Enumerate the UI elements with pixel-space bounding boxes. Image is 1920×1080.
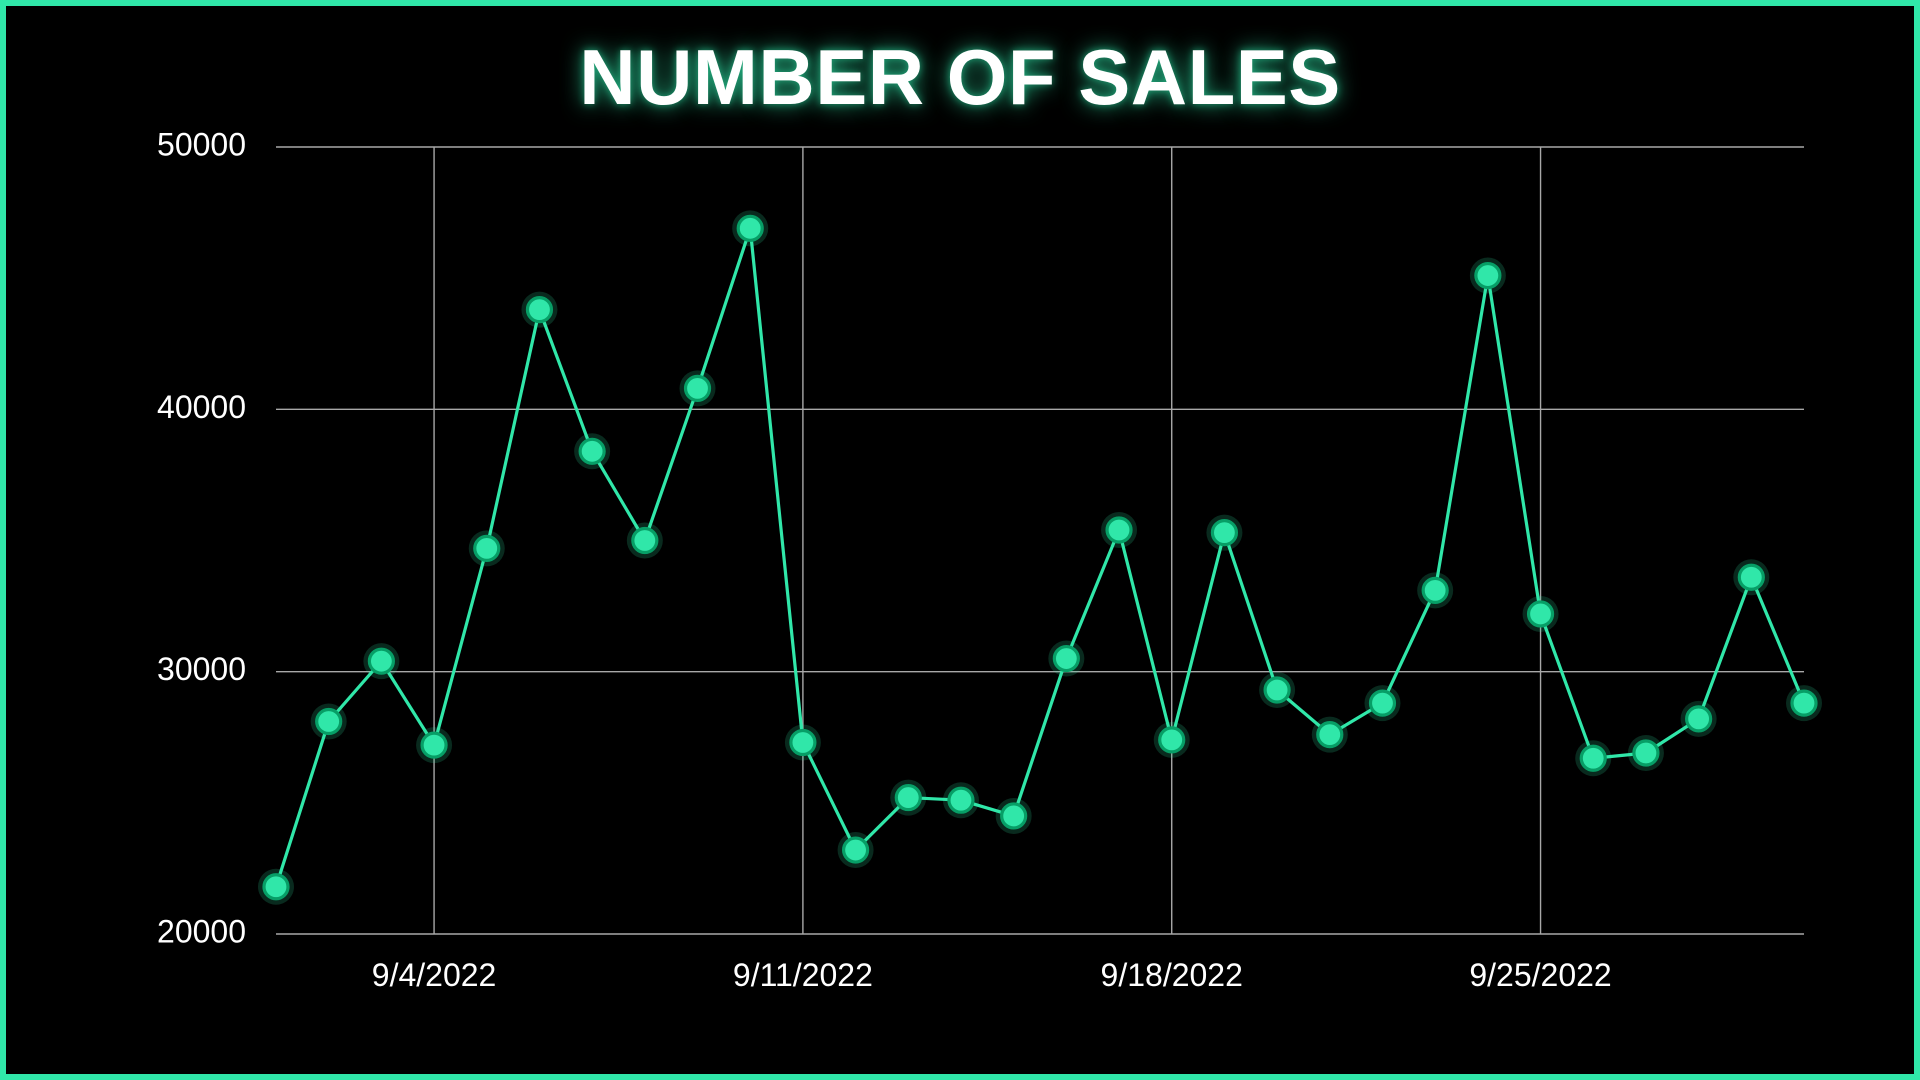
data-point bbox=[791, 730, 815, 754]
chart-frame: NUMBER OF SALES 20000 30000 40000 50000 9/4/… bbox=[0, 0, 1920, 1080]
data-point bbox=[422, 733, 446, 757]
data-point bbox=[1212, 521, 1236, 545]
data-point bbox=[686, 376, 710, 400]
x-axis-label: 9/25/2022 bbox=[1469, 957, 1611, 993]
chart-area: 20000 30000 40000 50000 9/4/2022 9/11/2022 9/1… bbox=[6, 127, 1914, 1074]
data-point bbox=[1370, 691, 1394, 715]
data-point bbox=[527, 298, 551, 322]
data-point bbox=[1318, 723, 1342, 747]
data-point bbox=[1054, 647, 1078, 671]
data-point bbox=[1634, 741, 1658, 765]
data-point bbox=[475, 536, 499, 560]
data-point bbox=[633, 529, 657, 553]
data-point bbox=[580, 439, 604, 463]
data-point bbox=[317, 710, 341, 734]
data-point bbox=[1687, 707, 1711, 731]
data-point bbox=[1581, 746, 1605, 770]
chart-title: NUMBER OF SALES bbox=[6, 32, 1914, 123]
y-axis-label: 20000 bbox=[157, 913, 246, 949]
data-point bbox=[1792, 691, 1816, 715]
data-point bbox=[738, 216, 762, 240]
sales-line-chart: 20000 30000 40000 50000 9/4/2022 9/11/2022 9/1… bbox=[6, 127, 1914, 1074]
x-axis-label: 9/11/2022 bbox=[733, 957, 873, 993]
data-point bbox=[1529, 602, 1553, 626]
data-point bbox=[1002, 804, 1026, 828]
sales-line bbox=[276, 228, 1804, 886]
data-point bbox=[844, 838, 868, 862]
data-point bbox=[1160, 728, 1184, 752]
data-point bbox=[1107, 518, 1131, 542]
x-axis-label: 9/4/2022 bbox=[372, 957, 497, 993]
data-point bbox=[1476, 264, 1500, 288]
x-axis-label: 9/18/2022 bbox=[1101, 957, 1243, 993]
y-axis-label: 40000 bbox=[157, 389, 246, 425]
y-axis-label: 50000 bbox=[157, 127, 246, 162]
data-point bbox=[896, 786, 920, 810]
data-point bbox=[1265, 678, 1289, 702]
data-point bbox=[369, 649, 393, 673]
y-axis-label: 30000 bbox=[157, 651, 246, 687]
data-point bbox=[1423, 578, 1447, 602]
data-point bbox=[264, 875, 288, 899]
data-point bbox=[949, 788, 973, 812]
data-point bbox=[1739, 565, 1763, 589]
